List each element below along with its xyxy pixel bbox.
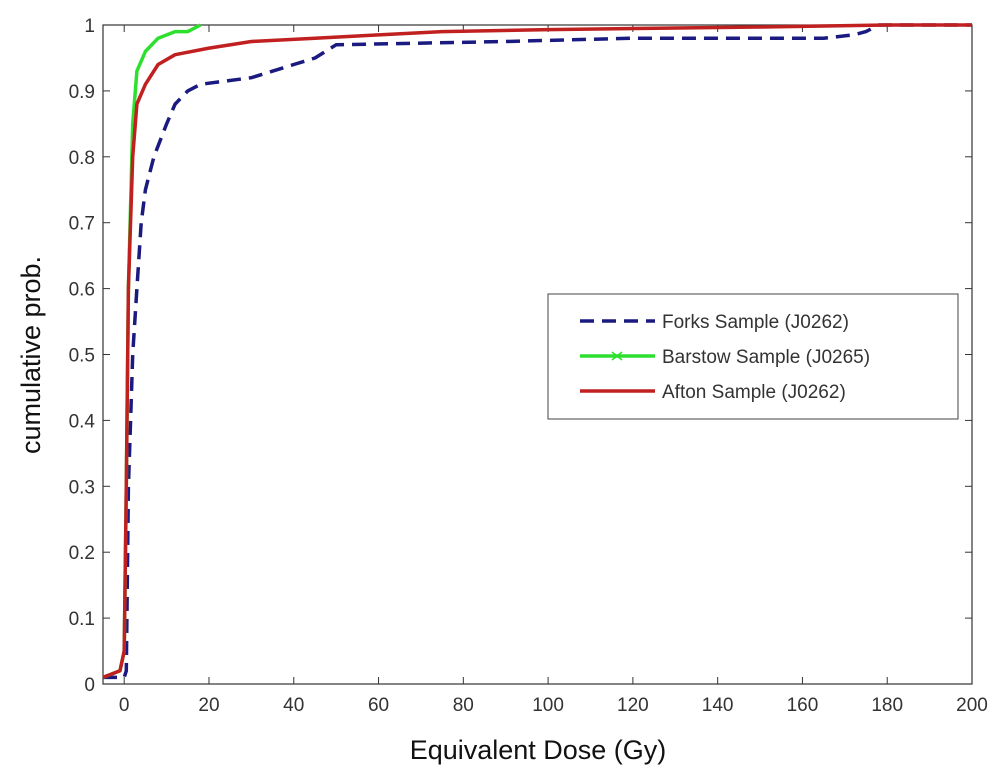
y-tick-label: 0.4: [69, 411, 96, 432]
y-tick-label: 0: [84, 675, 95, 696]
series-line-afton: [102, 23, 972, 680]
y-tick-label: 0.2: [69, 543, 95, 564]
y-tick-label: 0.6: [69, 280, 95, 301]
x-tick-label: 160: [787, 695, 819, 716]
x-tick-label: 200: [956, 695, 988, 716]
series-line-forks: [103, 23, 972, 680]
y-tick-label: 0.8: [69, 148, 95, 169]
series-layer: [102, 23, 972, 680]
x-tick-label: 0: [119, 695, 130, 716]
x-tick-label: 140: [702, 695, 734, 716]
x-tick-label: 40: [283, 695, 304, 716]
legend-label-afton: Afton Sample (J0262): [662, 382, 846, 403]
y-tick-label: 0.5: [69, 346, 95, 367]
y-tick-label: 1: [84, 16, 95, 37]
legend-label-barstow: Barstow Sample (J0265): [662, 347, 870, 368]
legend-marker-barstow: [611, 351, 623, 361]
y-tick-label: 0.9: [69, 82, 95, 103]
legend: Forks Sample (J0262) Barstow Sample (J026…: [547, 293, 959, 420]
legend-label-forks: Forks Sample (J0262): [662, 312, 849, 333]
y-tick-label: 0.7: [69, 214, 95, 235]
y-tick-label: 0.1: [69, 609, 95, 630]
x-tick-label: 120: [617, 695, 649, 716]
x-tick-label: 20: [198, 695, 219, 716]
x-tick-label: 60: [368, 695, 389, 716]
x-tick-label: 180: [871, 695, 903, 716]
x-tick-label: 100: [532, 695, 564, 716]
y-axis: 0 0.1 0.2 0.3 0.4 0.5 0.6 0.7 0.8 0.9 1: [69, 16, 972, 696]
x-axis-label: Equivalent Dose (Gy): [410, 735, 667, 765]
x-tick-label: 80: [453, 695, 474, 716]
y-tick-label: 0.3: [69, 477, 95, 498]
y-axis-label: cumulative prob.: [16, 256, 46, 454]
